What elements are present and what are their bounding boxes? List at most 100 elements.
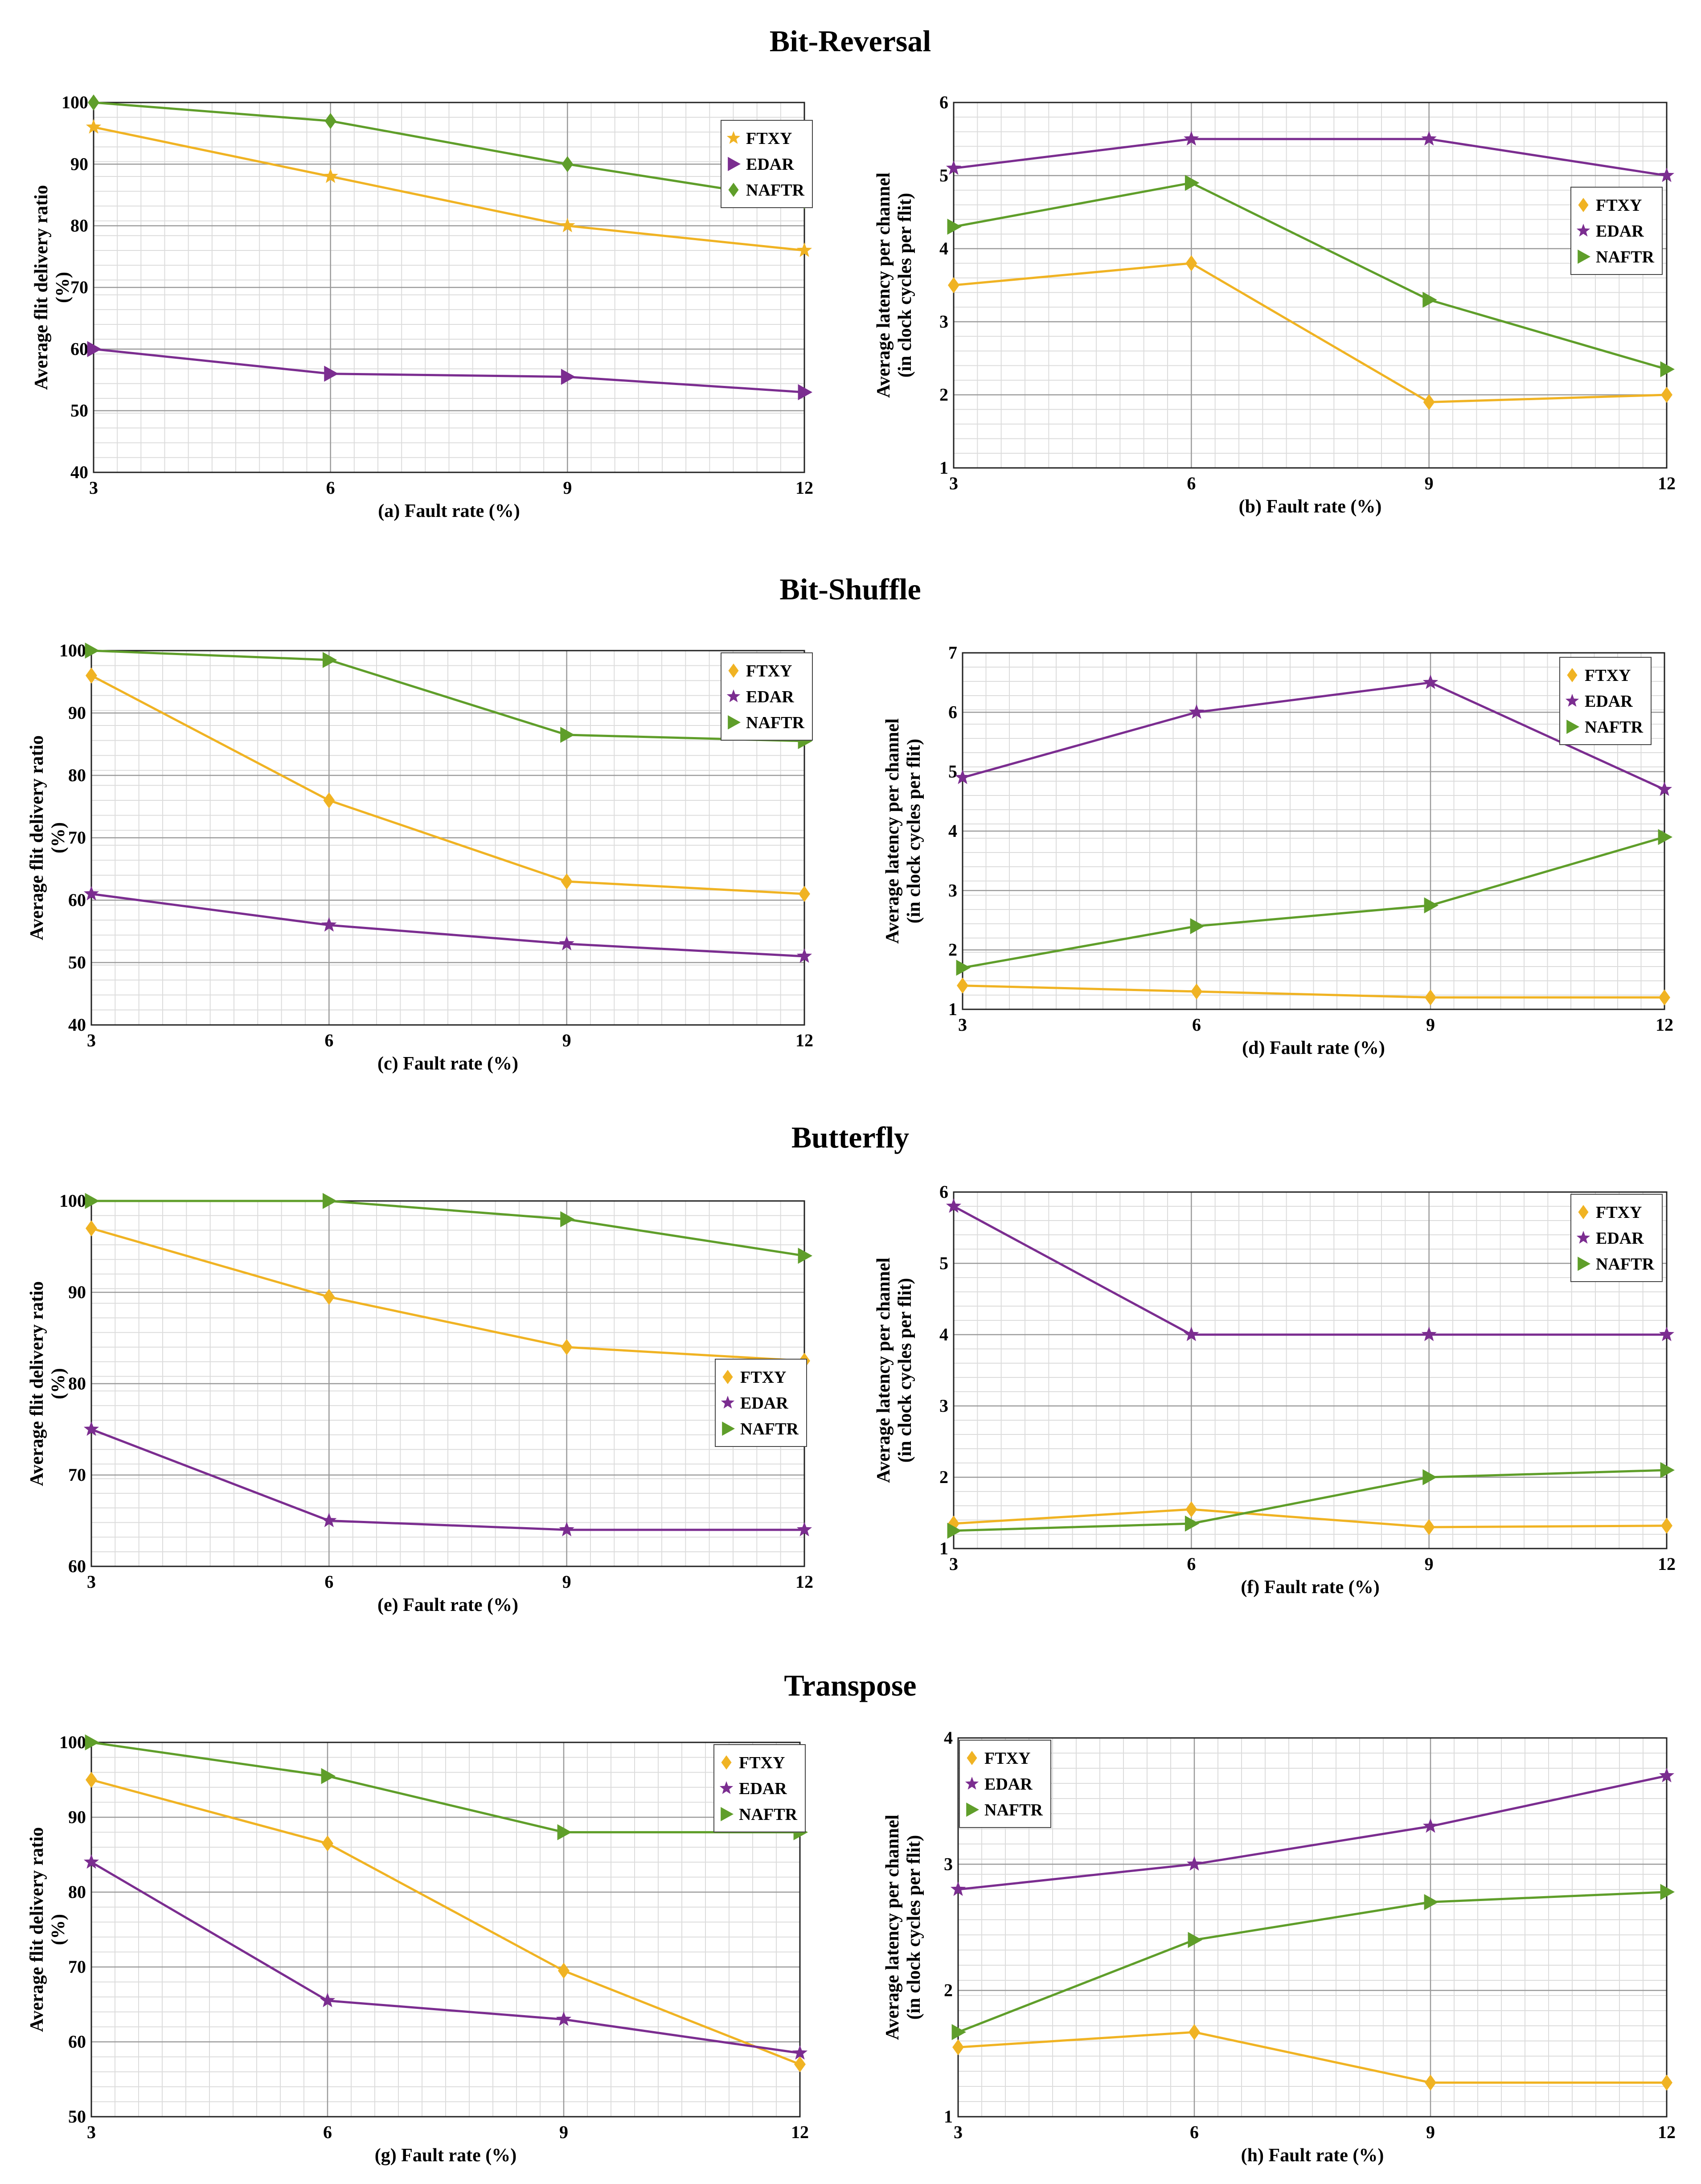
legend-marker-edar	[721, 1396, 735, 1409]
y-tick-label: 60	[68, 890, 86, 910]
x-tick-label: 3	[87, 1572, 96, 1592]
x-tick-label: 9	[562, 1572, 571, 1592]
data-point-naftr	[947, 218, 962, 235]
x-tick-label: 9	[563, 478, 572, 498]
legend-label-naftr: NAFTR	[1585, 718, 1643, 737]
data-point-naftr	[324, 113, 336, 129]
data-point-edar	[1421, 131, 1437, 146]
x-tick-label: 3	[87, 1030, 96, 1050]
data-point-naftr	[1185, 175, 1200, 191]
plot-frame	[90, 650, 805, 1026]
legend-marker-ftxy	[1578, 198, 1589, 212]
y-axis-label: Average latency per channel(in clock cyc…	[873, 1258, 915, 1483]
data-point-ftxy	[1423, 394, 1435, 410]
y-tick-label: 1	[944, 2106, 953, 2127]
y-tick-label: 5	[948, 762, 957, 782]
x-tick-label: 6	[323, 2122, 332, 2142]
series-line-edar	[953, 1205, 1667, 1336]
legend-marker-ftxy	[1567, 668, 1578, 682]
data-point-naftr	[562, 156, 574, 172]
legend-label-naftr: NAFTR	[984, 1801, 1043, 1819]
data-point-edar	[946, 160, 962, 175]
x-tick-label: 3	[87, 2122, 96, 2142]
x-tick-label: 6	[324, 1572, 333, 1592]
plot-frame	[957, 1737, 1668, 2118]
data-point-edar	[1659, 1327, 1675, 1341]
legend-label-ftxy: FTXY	[1585, 666, 1631, 685]
data-point-ftxy	[1661, 1517, 1672, 1534]
data-point-edar	[561, 369, 576, 385]
y-tick-label: 70	[70, 277, 88, 297]
y-tick-label: 80	[70, 216, 88, 236]
y-tick-label: 90	[68, 1807, 86, 1827]
series-line-naftr	[91, 1200, 805, 1257]
y-tick-label: 3	[939, 1396, 948, 1416]
y-tick-label: 4	[944, 1728, 953, 1748]
legend-label-ftxy: FTXY	[746, 129, 792, 148]
data-point-naftr	[1190, 918, 1205, 934]
y-tick-label: 2	[939, 385, 948, 405]
x-tick-label: 12	[1656, 1015, 1673, 1035]
data-point-edar	[792, 2045, 808, 2060]
data-point-edar	[1659, 168, 1675, 182]
data-point-edar	[321, 917, 337, 932]
y-tick-label: 6	[939, 1182, 948, 1202]
series-line-naftr	[953, 1469, 1667, 1532]
data-point-ftxy	[1423, 1519, 1435, 1535]
x-tick-label: 3	[89, 478, 98, 498]
y-tick-label: 6	[939, 92, 948, 112]
x-axis-label: (g) Fault rate (%)	[375, 2145, 516, 2166]
x-tick-label: 3	[958, 1015, 967, 1035]
data-point-ftxy	[561, 873, 573, 889]
y-tick-label: 60	[68, 1556, 86, 1576]
y-axis-label: Average latency per channel(in clock cyc…	[882, 1815, 924, 2040]
legend-label-ftxy: FTXY	[1596, 1203, 1642, 1222]
x-tick-label: 3	[954, 2122, 963, 2142]
y-axis-label: Average latency per channel(in clock cyc…	[873, 172, 915, 398]
data-point-edar	[83, 1854, 99, 1869]
x-tick-label: 9	[559, 2122, 568, 2142]
data-point-naftr	[1424, 1894, 1439, 1910]
data-point-naftr	[88, 94, 99, 111]
data-point-ftxy	[957, 977, 968, 994]
data-point-naftr	[1660, 1884, 1675, 1900]
data-point-ftxy	[1425, 2074, 1436, 2091]
y-tick-label: 100	[59, 1191, 86, 1211]
data-point-edar	[1656, 781, 1672, 796]
x-tick-label: 6	[1187, 1554, 1196, 1574]
data-point-ftxy	[86, 1220, 97, 1237]
section-title-transpose: Transpose	[784, 1668, 916, 1702]
series-line-ftxy	[962, 984, 1664, 999]
section-title-bit-shuffle: Bit-Shuffle	[779, 572, 921, 606]
chart-panel-3: 3 6 9 12 40 50 60 70 80 90 100 (c) Fault rate (%) Av…	[27, 640, 813, 1074]
series-line-naftr	[93, 101, 805, 202]
y-tick-label: 70	[68, 1957, 86, 1977]
data-point-ftxy	[799, 886, 810, 902]
plot-frame	[93, 102, 805, 473]
x-axis-label: (c) Fault rate (%)	[377, 1053, 518, 1074]
data-point-edar	[1659, 1768, 1675, 1782]
data-point-ftxy	[1425, 989, 1436, 1006]
data-point-naftr	[1422, 1469, 1437, 1485]
data-point-edar	[1422, 1818, 1439, 1833]
section-title-butterfly: Butterfly	[791, 1120, 909, 1154]
legend: FTXY EDAR NAFTR	[959, 1740, 1051, 1828]
legend-marker-edar	[728, 157, 741, 171]
y-tick-label: 40	[68, 1015, 86, 1035]
x-tick-label: 12	[1658, 473, 1676, 493]
series-line-edar	[91, 893, 805, 958]
series-line-edar	[91, 1428, 804, 1531]
x-tick-label: 9	[1425, 473, 1434, 493]
series-line-ftxy	[93, 126, 805, 252]
data-point-edar	[559, 1522, 574, 1537]
y-tick-label: 80	[68, 765, 86, 785]
data-point-ftxy	[322, 1835, 333, 1852]
legend-label-edar: EDAR	[1596, 1229, 1644, 1248]
data-point-edar	[1189, 704, 1205, 719]
legend-marker-naftr	[966, 1803, 979, 1817]
data-point-ftxy	[796, 242, 812, 257]
y-tick-label: 2	[948, 940, 957, 960]
